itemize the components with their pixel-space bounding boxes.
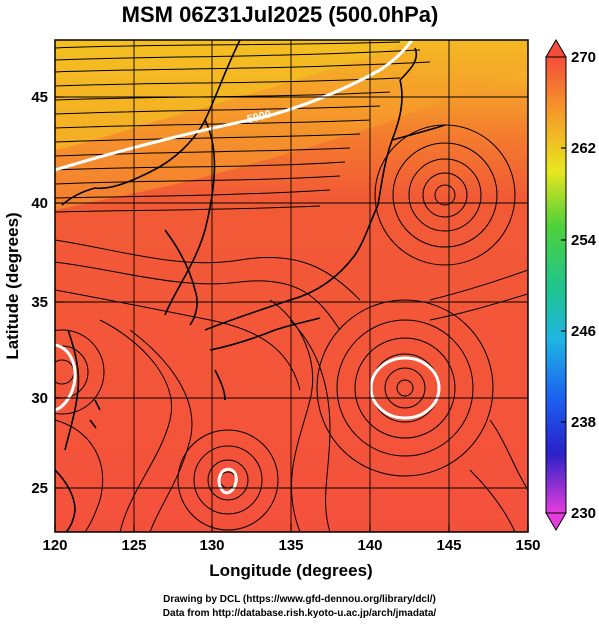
contour-5900: [55, 40, 414, 172]
x-tick-label: 140: [357, 537, 382, 554]
cool-band-north: [55, 40, 420, 150]
contour-label: 5900: [246, 108, 273, 126]
colorbar-gradient: [545, 56, 567, 514]
chart-title: MSM 06Z31Jul2025 (500.0hPa): [121, 2, 439, 27]
y-tick-label: 30: [31, 390, 48, 407]
colorbar-label: 270: [571, 49, 596, 66]
colorbar-label: 262: [571, 140, 596, 157]
y-tick-label: 25: [31, 480, 48, 497]
streamlines: [55, 41, 528, 532]
contour-west-vortex: [55, 343, 77, 412]
colorbar-label: 238: [571, 414, 596, 431]
y-tick-label: 35: [31, 294, 48, 311]
grid-lines: [55, 40, 528, 532]
contour-south-low: [217, 467, 238, 495]
x-tick-label: 150: [515, 537, 540, 554]
x-tick-label: 130: [199, 537, 224, 554]
colorbar-label: 230: [571, 505, 596, 522]
colorbar-label: 246: [571, 323, 596, 340]
colorbar-label: 254: [571, 232, 597, 249]
colorbar: 270 262 254 246 238 230: [545, 39, 597, 531]
colorbar-bottom-triangle: [545, 512, 567, 531]
credit-data: Data from http://database.rish.kyoto-u.a…: [162, 608, 437, 619]
credit-drawing: Drawing by DCL (https://www.gfd-dennou.o…: [163, 594, 436, 605]
coastlines: [55, 40, 446, 532]
x-tick-label: 120: [42, 537, 67, 554]
contour-central-low: [369, 356, 441, 420]
x-axis-label: Longitude (degrees): [209, 561, 372, 580]
tick-marks: [54, 96, 529, 532]
x-tick-label: 135: [278, 537, 303, 554]
y-axis-label: Latitude (degrees): [3, 212, 22, 359]
x-tick-label: 125: [121, 537, 146, 554]
y-tick-label: 45: [31, 89, 48, 106]
y-tick-label: 40: [31, 195, 48, 212]
x-tick-label: 145: [436, 537, 461, 554]
colorbar-top-triangle: [545, 39, 567, 58]
contour-lines: [55, 40, 441, 495]
